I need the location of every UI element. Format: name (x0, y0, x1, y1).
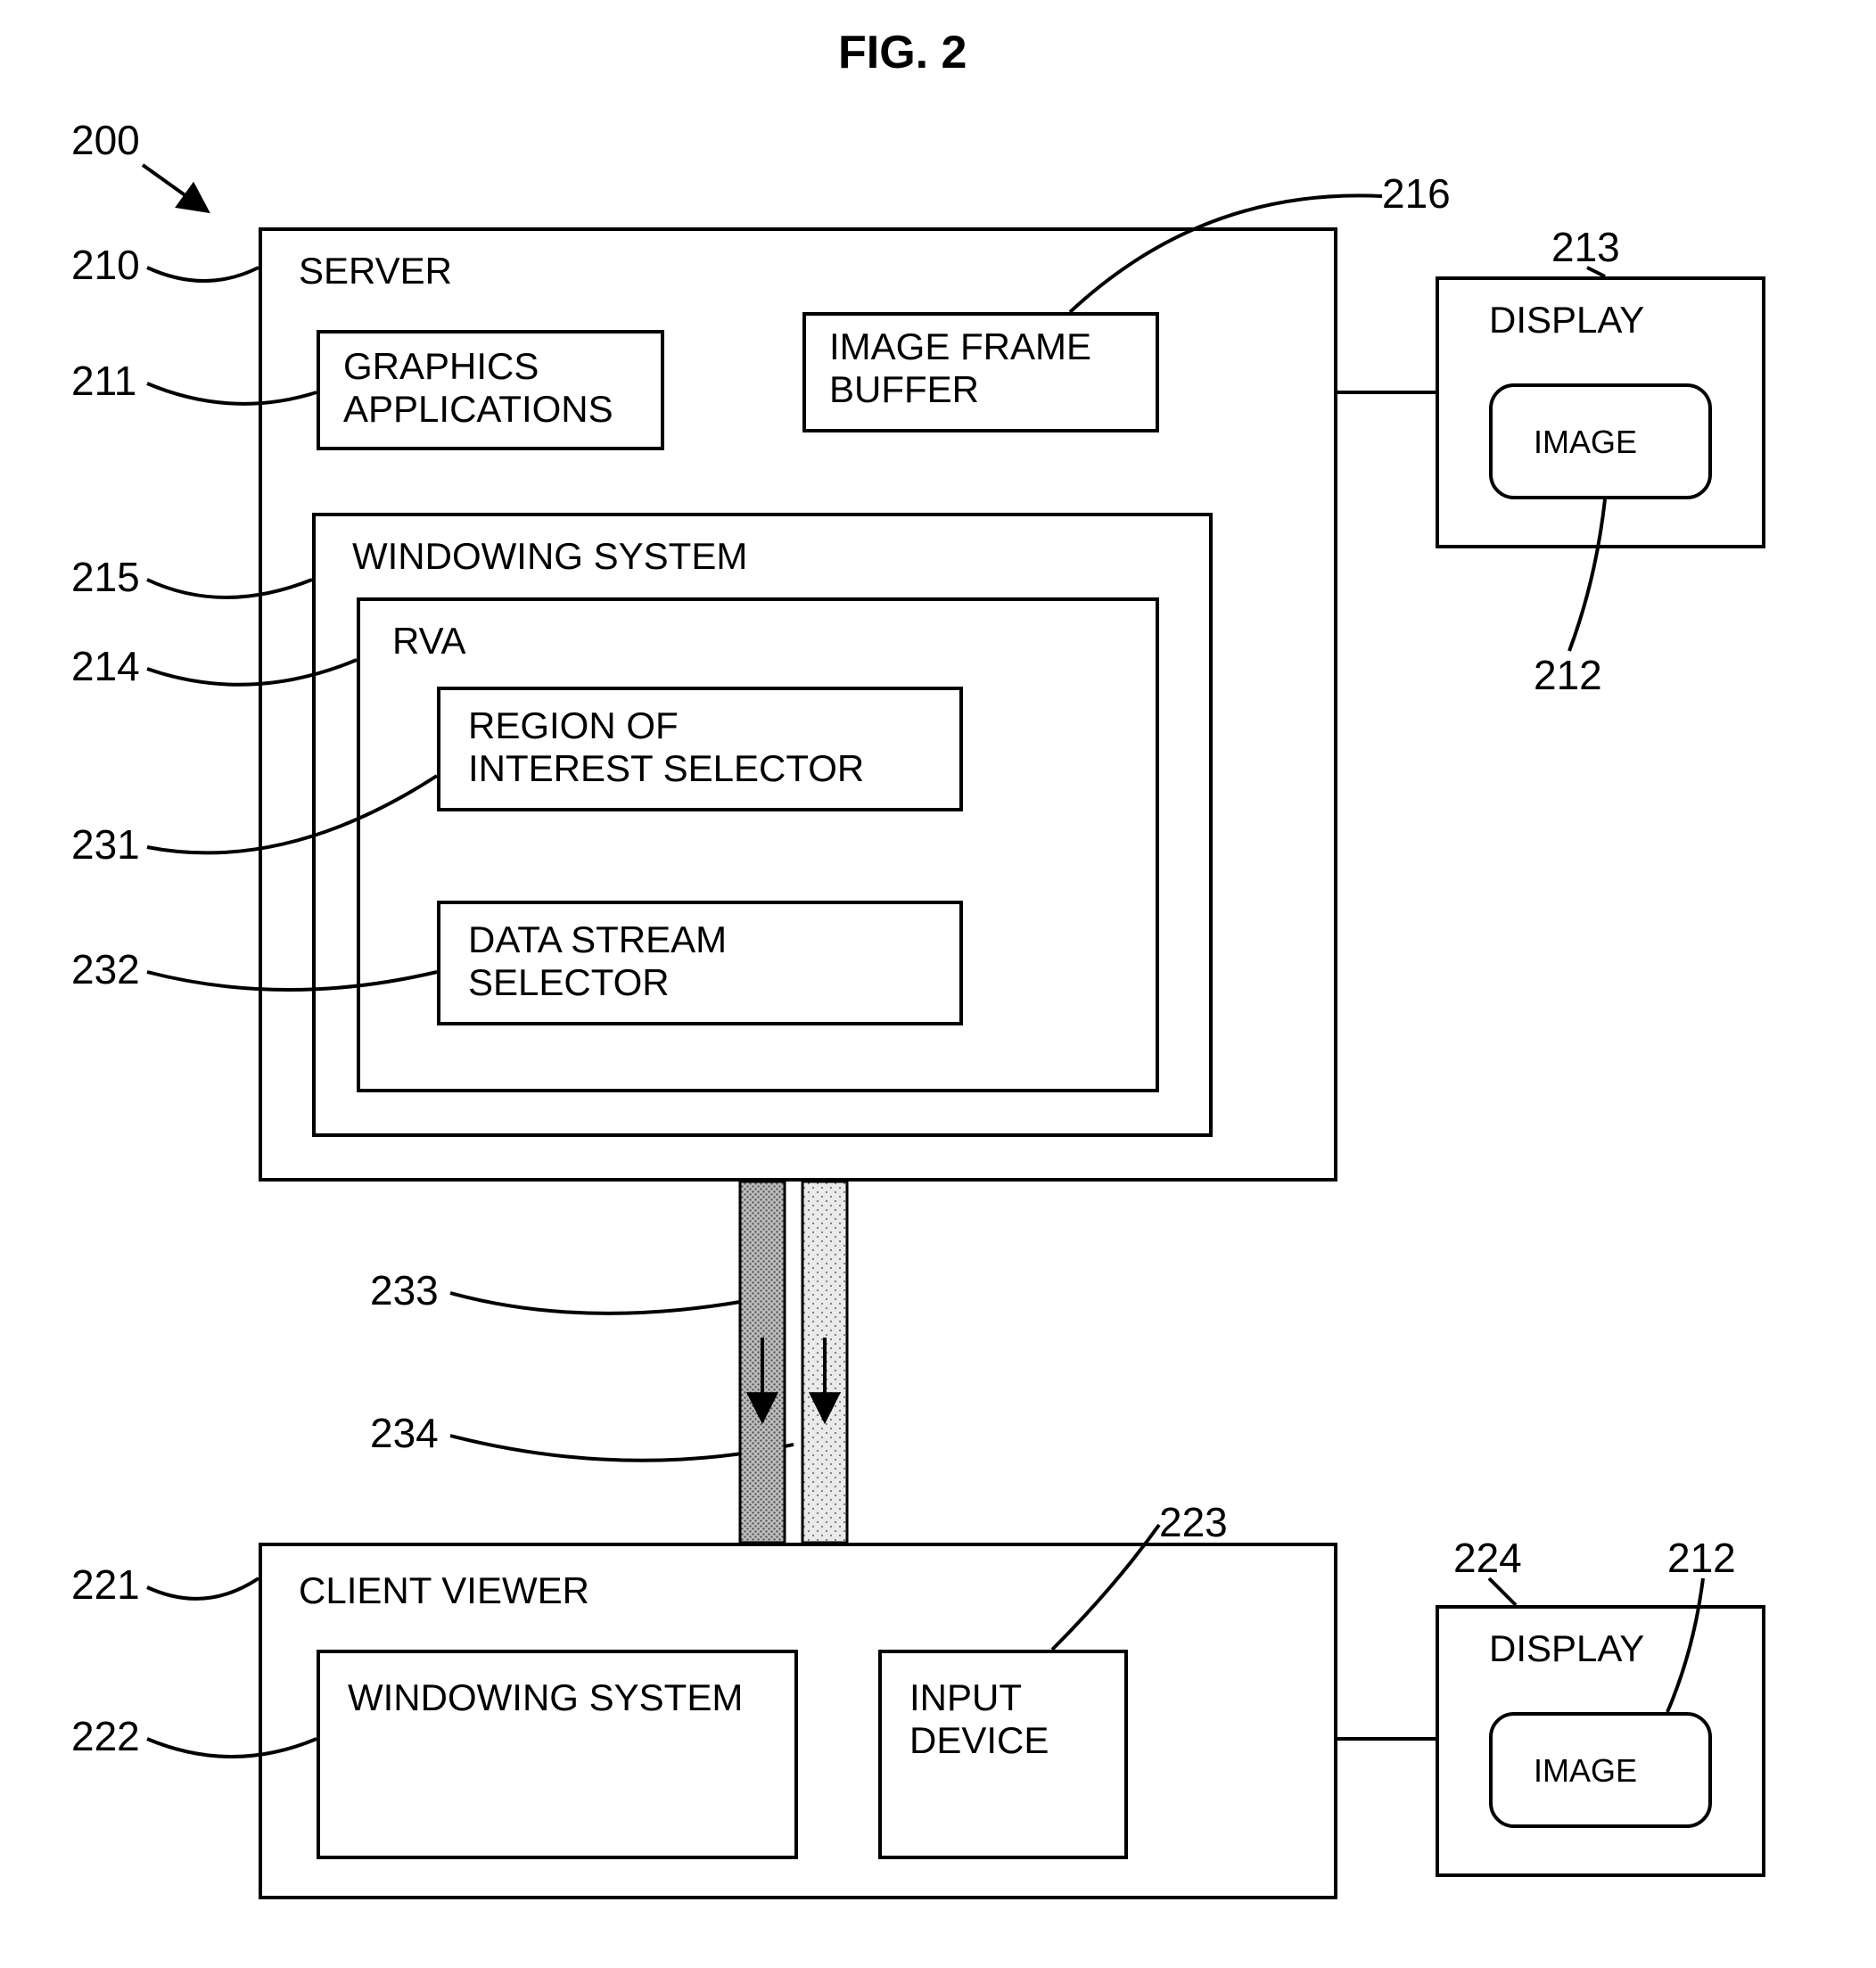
windowing-system-label: WINDOWING SYSTEM (352, 535, 747, 578)
image-top-label: IMAGE (1534, 424, 1637, 460)
ref-214: 214 (71, 642, 140, 690)
ref-222: 222 (71, 1712, 140, 1760)
ref-212a: 212 (1534, 651, 1602, 699)
data-stream-selector-label: DATA STREAM SELECTOR (468, 918, 727, 1005)
display-top-label: DISPLAY (1489, 299, 1644, 342)
roi-selector-label: REGION OF INTEREST SELECTOR (468, 704, 864, 791)
client-viewer-label: CLIENT VIEWER (299, 1569, 589, 1612)
ref-221: 221 (71, 1560, 140, 1609)
input-device-label: INPUT DEVICE (909, 1676, 1049, 1763)
ref-234: 234 (370, 1409, 439, 1457)
ref-213: 213 (1551, 223, 1620, 271)
graphics-applications-label: GRAPHICS APPLICATIONS (343, 345, 613, 432)
server-label: SERVER (299, 250, 452, 292)
ref-215: 215 (71, 553, 140, 601)
ref-232: 232 (71, 945, 140, 993)
ref-224: 224 (1453, 1534, 1522, 1582)
ref-200: 200 (71, 116, 140, 164)
display-bottom-label: DISPLAY (1489, 1627, 1644, 1670)
ref-231: 231 (71, 820, 140, 869)
image-frame-buffer-label: IMAGE FRAME BUFFER (829, 325, 1091, 412)
ref-216: 216 (1382, 169, 1451, 218)
ref-210: 210 (71, 241, 140, 289)
ref-211: 211 (71, 357, 136, 405)
ref-233: 233 (370, 1266, 439, 1314)
figure-title: FIG. 2 (838, 27, 967, 80)
image-bottom-label: IMAGE (1534, 1752, 1637, 1789)
ref-212b: 212 (1667, 1534, 1736, 1582)
rva-label: RVA (392, 620, 465, 663)
ref-223: 223 (1159, 1498, 1228, 1546)
client-windowing-system-label: WINDOWING SYSTEM (348, 1676, 743, 1719)
